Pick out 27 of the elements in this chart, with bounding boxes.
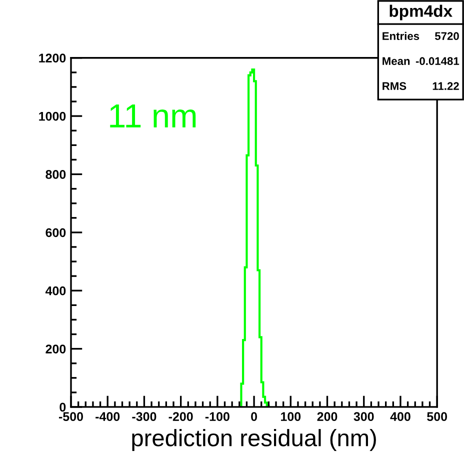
y-tick-label: 200 bbox=[46, 344, 66, 354]
y-tick-label: 0 bbox=[60, 402, 66, 412]
x-tick-label: 300 bbox=[354, 412, 374, 422]
y-tick-label: 600 bbox=[46, 228, 66, 238]
x-axis-title: prediction residual (nm) bbox=[132, 429, 376, 452]
y-tick-label: 400 bbox=[45, 286, 66, 296]
x-tick-label: -400 bbox=[96, 412, 120, 422]
y-tick-label: 1000 bbox=[39, 112, 66, 121]
text: Entries bbox=[382, 32, 420, 40]
text: bpm4dx bbox=[390, 4, 452, 20]
x-tick-label: -100 bbox=[205, 412, 230, 422]
x-tick-label: -300 bbox=[132, 412, 156, 422]
annotation: Mean bbox=[382, 57, 410, 66]
x-tick-label: -500 bbox=[58, 412, 83, 422]
annotation: 11.22 bbox=[432, 82, 459, 90]
x-tick-label: 100 bbox=[281, 412, 301, 422]
annotation: -0.01481 bbox=[416, 57, 460, 66]
x-tick-label: 400 bbox=[390, 412, 410, 422]
x-tick-label: 200 bbox=[317, 412, 338, 422]
text: 5720 bbox=[434, 32, 459, 40]
annotation: RMS bbox=[382, 82, 406, 90]
x-tick-label: -200 bbox=[168, 412, 193, 422]
y-tick-label: 1200 bbox=[39, 54, 66, 63]
annotation: 11 nm bbox=[110, 104, 196, 128]
x-tick-label: 500 bbox=[427, 412, 448, 422]
y-tick-label: 800 bbox=[46, 170, 66, 179]
x-tick-label: 0 bbox=[251, 412, 258, 422]
